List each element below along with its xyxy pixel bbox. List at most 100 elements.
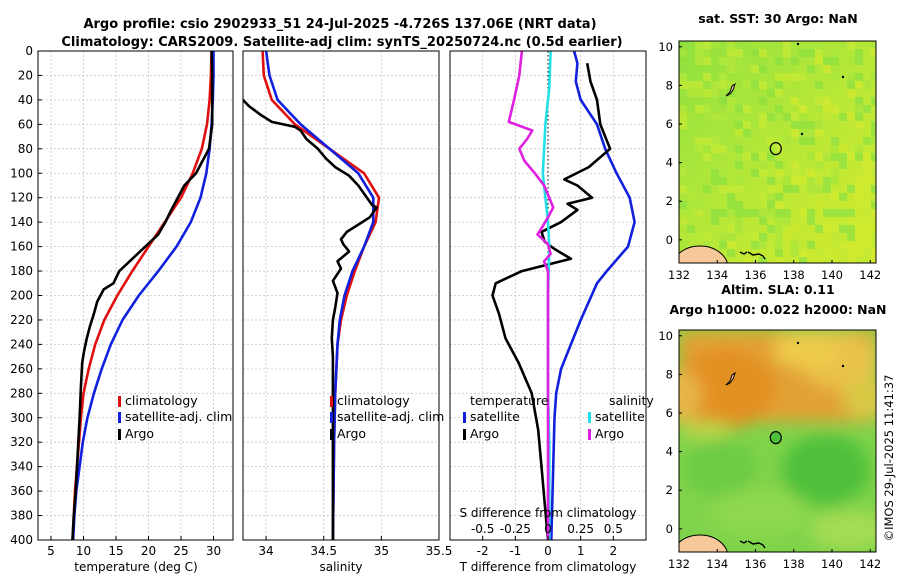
legend-label: climatology xyxy=(337,393,410,408)
map-y-tick-label: 6 xyxy=(666,406,673,420)
map-x-tick-label: 132 xyxy=(668,557,690,571)
figure-title-line1: Argo profile: csio 2902933_51 24-Jul-202… xyxy=(83,17,596,32)
map-y-tick-label: 8 xyxy=(666,78,673,92)
legend-swatch xyxy=(118,429,121,440)
island-outline xyxy=(739,540,766,549)
map-x-tick-label: 142 xyxy=(859,557,881,571)
legend-label: Argo xyxy=(337,426,366,441)
t-difference-xlabel: T difference from climatology xyxy=(459,560,637,574)
map-y-tick-label: 2 xyxy=(666,483,673,497)
y-tick-label: 340 xyxy=(10,460,33,474)
x-tick-label: 10 xyxy=(76,544,91,558)
y-tick-label: 0 xyxy=(25,44,33,58)
legend-label: satellite-adj. clim xyxy=(125,409,232,424)
y-tick-label: 180 xyxy=(10,264,33,278)
y-tick-label: 300 xyxy=(10,411,33,425)
legend-swatch xyxy=(463,429,466,440)
y-tick-label: 60 xyxy=(18,117,33,131)
y-tick-label: 200 xyxy=(10,289,33,303)
temperature-lines xyxy=(71,51,215,540)
temperature-grid xyxy=(38,51,233,540)
temperature-xticks: 5 10 15 20 25 30 xyxy=(47,536,221,558)
island-outline xyxy=(725,82,736,97)
island-dot xyxy=(841,75,845,79)
sst-cells xyxy=(679,41,876,263)
x-tick-label: 5 xyxy=(47,544,55,558)
s-tick-label: -0.5 xyxy=(471,522,494,536)
series-line-satellite-adj-clim xyxy=(264,51,375,540)
map-y-tick-label: 10 xyxy=(658,329,673,343)
y-tick-label: 360 xyxy=(10,484,33,498)
map-y-tick-label: 4 xyxy=(666,156,673,170)
salinity-panel: 34 34.5 35 35.5 salinity climatologysatelli… xyxy=(242,50,452,574)
difference-legend: temperature salinitysatelliteArgosatellit… xyxy=(463,393,654,441)
x-tick-label: 2 xyxy=(610,544,618,558)
coast-land xyxy=(679,245,728,263)
y-tick-label: 160 xyxy=(10,240,33,254)
y-tick-label: 260 xyxy=(10,362,33,376)
s-difference-xlabel: S difference from climatology xyxy=(460,506,637,520)
y-tick-label: 220 xyxy=(10,313,33,327)
y-tick-label: 100 xyxy=(10,166,33,180)
legend-label: Argo xyxy=(125,426,154,441)
y-tick-label: 120 xyxy=(10,191,33,205)
legend-swatch xyxy=(588,429,591,440)
map-y-tick-label: 4 xyxy=(666,445,673,459)
y-tick-label: 380 xyxy=(10,509,33,523)
map-x-tick-label: 138 xyxy=(783,557,805,571)
s-tick-label: 0.25 xyxy=(567,522,594,536)
y-tick-label: 140 xyxy=(10,215,33,229)
coast-land xyxy=(679,534,728,552)
y-tick-label: 280 xyxy=(10,386,33,400)
sla-map-yticks: 0 2 4 6 8 10 xyxy=(658,329,682,536)
argo-location-marker xyxy=(769,142,782,156)
legend-label: climatology xyxy=(125,393,198,408)
x-tick-label: 35.5 xyxy=(426,544,453,558)
sla-map-subtitle: Argo h1000: 0.022 h2000: NaN xyxy=(669,302,886,317)
legend-title: temperature xyxy=(470,393,549,408)
y-tick-label: 20 xyxy=(18,68,33,82)
island-dot xyxy=(796,341,800,345)
series-line-temperature-argo xyxy=(491,62,612,540)
salinity-grid xyxy=(243,51,440,540)
x-tick-label: 1 xyxy=(577,544,585,558)
salinity-lines xyxy=(243,51,381,540)
y-tick-label: 320 xyxy=(10,435,33,449)
difference-panel: -2 -1 0 1 2 -0.5 -0.25 0 0.25 0.5 S difference f… xyxy=(449,50,654,574)
y-tick-label: 240 xyxy=(10,337,33,351)
legend-title: salinity xyxy=(609,393,654,408)
sla-map: Altim. SLA: 0.11 Argo h1000: 0.022 h2000… xyxy=(658,282,886,571)
map-x-tick-label: 136 xyxy=(745,268,767,282)
s-tick-label: -0.25 xyxy=(500,522,531,536)
map-y-tick-label: 0 xyxy=(666,233,673,247)
x-tick-label: 35 xyxy=(374,544,389,558)
series-line-temperature-satellite xyxy=(550,51,636,540)
map-x-tick-label: 132 xyxy=(668,268,690,282)
series-line-argo xyxy=(243,98,379,540)
x-tick-label: 15 xyxy=(108,544,123,558)
x-tick-label: 25 xyxy=(173,544,188,558)
salinity-xticks: 34 34.5 35 35.5 xyxy=(258,536,452,558)
island-dot xyxy=(841,364,845,368)
series-line-argo xyxy=(71,51,214,540)
s-tick-label: 0.5 xyxy=(604,522,623,536)
legend-label: Argo xyxy=(470,426,499,441)
y-tick-label: 80 xyxy=(18,142,33,156)
salinity-xlabel: salinity xyxy=(319,560,362,574)
island-dot xyxy=(800,132,804,136)
legend-swatch xyxy=(330,396,333,407)
x-tick-label: 20 xyxy=(141,544,156,558)
map-x-tick-label: 136 xyxy=(745,557,767,571)
sst-map-title: sat. SST: 30 Argo: NaN xyxy=(698,11,857,26)
map-y-tick-label: 2 xyxy=(666,194,673,208)
map-x-tick-label: 134 xyxy=(706,557,728,571)
x-tick-label: 34.5 xyxy=(310,544,337,558)
legend-swatch xyxy=(330,429,333,440)
legend-swatch xyxy=(588,412,591,423)
x-tick-label: 30 xyxy=(206,544,221,558)
imos-watermark: ©IMOS 29-Jul-2025 11:41:37 xyxy=(882,375,896,542)
sst-map: sat. SST: 30 Argo: NaN 132 134 136 138 140 14… xyxy=(658,11,881,282)
